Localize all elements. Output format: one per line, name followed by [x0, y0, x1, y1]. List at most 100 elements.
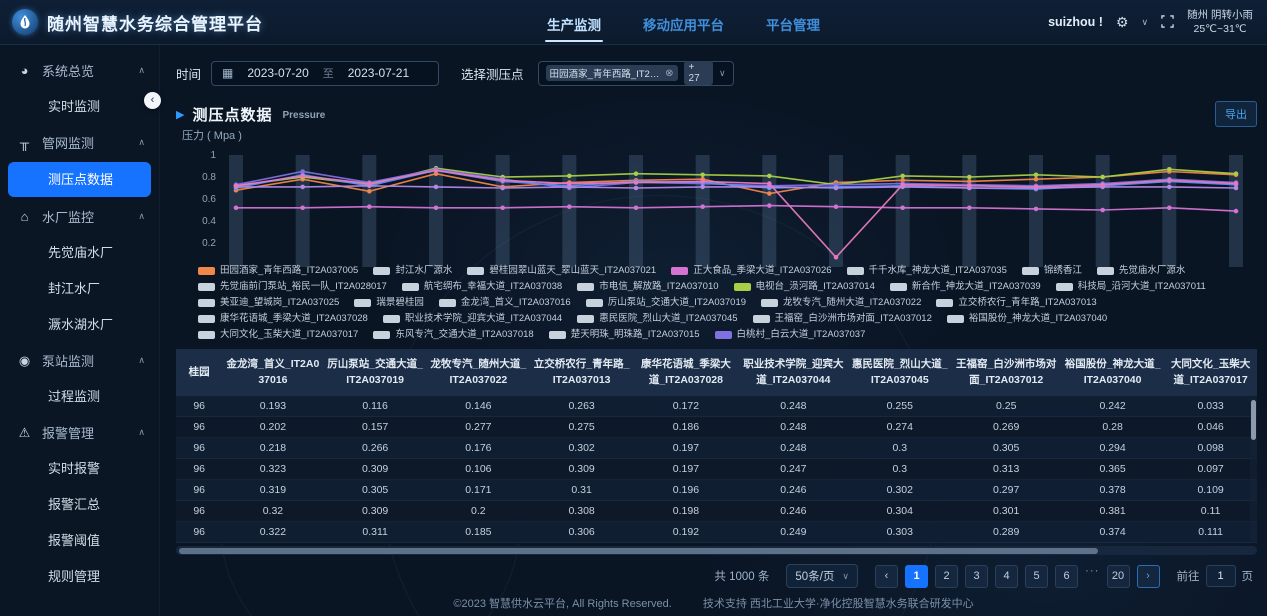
nav-tab-2[interactable]: 移动应用平台: [643, 17, 724, 33]
series-point[interactable]: [367, 204, 372, 209]
sidebar-item[interactable]: 报警汇总: [48, 497, 101, 512]
series-point[interactable]: [500, 205, 505, 211]
series-point[interactable]: [1033, 206, 1039, 212]
sidebar-group-alarm[interactable]: ⚠ 报警管理 ∧: [0, 415, 159, 450]
series-point[interactable]: [900, 173, 905, 179]
vertical-scrollbar[interactable]: [1250, 398, 1257, 544]
page-button-6[interactable]: 6: [1055, 564, 1078, 588]
series-point[interactable]: [833, 255, 839, 260]
legend-item[interactable]: 大同文化_玉柴大道_IT2A037017: [198, 329, 358, 341]
legend-item[interactable]: 锦绣香江: [1021, 265, 1082, 277]
series-point[interactable]: [300, 184, 305, 190]
series-point[interactable]: [633, 180, 639, 185]
vertical-scrollbar-thumb[interactable]: [1251, 400, 1256, 440]
sidebar-item[interactable]: 先觉庙水厂: [48, 245, 114, 260]
series-point[interactable]: [900, 178, 905, 183]
legend-item[interactable]: 科技局_沿河大道_IT2A037011: [1055, 281, 1206, 293]
table-row[interactable]: 96 0.319 0.305 0.171 0.31 0.196 0.246 0.302 0.29…: [176, 479, 1257, 501]
series-point[interactable]: [1167, 167, 1172, 172]
series-point[interactable]: [367, 189, 372, 194]
series-point[interactable]: [767, 191, 772, 196]
sidebar-item[interactable]: 实时报警: [48, 461, 101, 476]
legend-item[interactable]: 裕国股份_神龙大道_IT2A037040: [946, 313, 1107, 325]
series-point[interactable]: [900, 182, 905, 187]
series-point[interactable]: [1233, 185, 1239, 191]
station-select[interactable]: 田园酒家_青年西路_IT2A037005 ⊗ + 27 ∨: [537, 60, 734, 86]
legend-item[interactable]: 龙牧专汽_随州大道_IT2A037022: [761, 297, 921, 309]
table-row[interactable]: 96 0.32 0.309 0.2 0.308 0.198 0.246 0.304 0.301 0…: [176, 500, 1257, 522]
series-point[interactable]: [1100, 207, 1105, 213]
sidebar-item[interactable]: 封江水厂: [48, 281, 101, 296]
series-point[interactable]: [700, 204, 705, 209]
date-start-value[interactable]: 2023-07-20: [247, 66, 309, 80]
series-point[interactable]: [233, 205, 239, 211]
legend-item[interactable]: 楚天明珠_明珠路_IT2A037015: [548, 329, 700, 341]
series-point[interactable]: [633, 171, 639, 176]
page-button-2[interactable]: 2: [935, 564, 958, 588]
legend-item[interactable]: 王福窑_白沙洲市场对面_IT2A037012: [752, 313, 932, 325]
legend-item[interactable]: 先觉庙水厂源水: [1096, 265, 1185, 277]
horizontal-scrollbar-thumb[interactable]: [179, 547, 1098, 554]
legend-item[interactable]: 康华花语城_季梁大道_IT2A037028: [198, 313, 368, 325]
series-point[interactable]: [433, 171, 439, 176]
series-line-6[interactable]: [235, 169, 1237, 259]
series-point[interactable]: [900, 205, 905, 211]
sidebar-item[interactable]: 实时监测: [48, 99, 101, 114]
series-point[interactable]: [500, 178, 505, 183]
prev-page-button[interactable]: ‹: [875, 564, 898, 588]
series-point[interactable]: [967, 174, 972, 180]
series-point[interactable]: [433, 168, 439, 173]
gear-icon[interactable]: ⚙: [1115, 14, 1129, 30]
series-point[interactable]: [1233, 181, 1239, 186]
legend-item[interactable]: 新合作_神龙大道_IT2A037039: [889, 281, 1041, 293]
legend-item[interactable]: 封江水厂源水: [373, 265, 452, 277]
legend-item[interactable]: 厉山泵站_交通大道_IT2A037019: [585, 297, 746, 309]
sidebar-item[interactable]: 㵐水湖水厂: [48, 317, 114, 332]
sidebar-item[interactable]: 规则管理: [48, 569, 101, 584]
series-point[interactable]: [567, 181, 572, 186]
series-point[interactable]: [1233, 171, 1239, 176]
chart-canvas[interactable]: 1 0.8 0.6 0.4 0.2: [176, 139, 1256, 267]
series-point[interactable]: [1033, 176, 1039, 182]
nav-tab-3[interactable]: 平台管理: [766, 17, 820, 33]
legend-item[interactable]: 东风专汽_交通大道_IT2A037018: [373, 329, 534, 341]
table-row[interactable]: 96 0.202 0.157 0.277 0.275 0.186 0.248 0.274 0.2…: [176, 416, 1257, 438]
nav-tab-1[interactable]: 生产监测: [545, 1, 603, 44]
table-row[interactable]: 96 0.218 0.266 0.176 0.302 0.197 0.248 0.3 0.305…: [176, 437, 1257, 459]
series-point[interactable]: [833, 185, 839, 191]
fullscreen-icon[interactable]: [1161, 14, 1174, 30]
legend-item[interactable]: 电视台_涢河路_IT2A037014: [733, 281, 875, 293]
series-point[interactable]: [367, 181, 372, 186]
series-point[interactable]: [767, 173, 772, 179]
legend-item[interactable]: 碧桂园翠山蓝天_翠山蓝天_IT2A037021: [467, 265, 656, 277]
series-point[interactable]: [500, 185, 505, 191]
sidebar-group-factory[interactable]: ⌂ 水厂监控 ∧: [0, 199, 159, 234]
series-point[interactable]: [567, 204, 572, 209]
sidebar-item[interactable]: 测压点数据: [8, 162, 151, 197]
page-ellipsis[interactable]: ···: [1085, 564, 1100, 577]
legend-item[interactable]: 白桃村_白云大道_IT2A037037: [714, 329, 865, 341]
series-point[interactable]: [633, 185, 639, 191]
legend-item[interactable]: 立交桥农行_青年路_IT2A037013: [936, 297, 1097, 309]
series-point[interactable]: [1033, 184, 1039, 190]
series-point[interactable]: [433, 205, 439, 211]
page-button-20[interactable]: 20: [1106, 564, 1130, 588]
legend-item[interactable]: 田园酒家_青年西路_IT2A037005: [198, 265, 358, 277]
page-button-4[interactable]: 4: [995, 564, 1018, 588]
series-line-5[interactable]: [236, 204, 1237, 212]
date-end-value[interactable]: 2023-07-21: [347, 66, 410, 80]
series-point[interactable]: [633, 205, 639, 211]
series-point[interactable]: [1100, 182, 1105, 187]
series-point[interactable]: [300, 173, 305, 179]
sidebar-group-pipeline[interactable]: ╥ 管网监测 ∧: [0, 125, 159, 160]
series-line-4[interactable]: [236, 184, 1237, 189]
series-point[interactable]: [1167, 184, 1172, 190]
series-point[interactable]: [767, 203, 772, 208]
user-name[interactable]: suizhou !: [1048, 15, 1103, 29]
legend-item[interactable]: 航宅绸布_幸福大道_IT2A037038: [401, 281, 562, 293]
legend-item[interactable]: 职业技术学院_迎宾大道_IT2A037044: [382, 313, 562, 325]
legend-item[interactable]: 市电信_解放路_IT2A037010: [577, 281, 719, 293]
series-point[interactable]: [433, 184, 439, 190]
table-row[interactable]: 96 0.322 0.311 0.185 0.306 0.192 0.249 0.303 0.2…: [176, 521, 1257, 543]
table-row[interactable]: 96 0.323 0.309 0.106 0.309 0.197 0.247 0.3 0.313…: [176, 458, 1257, 480]
